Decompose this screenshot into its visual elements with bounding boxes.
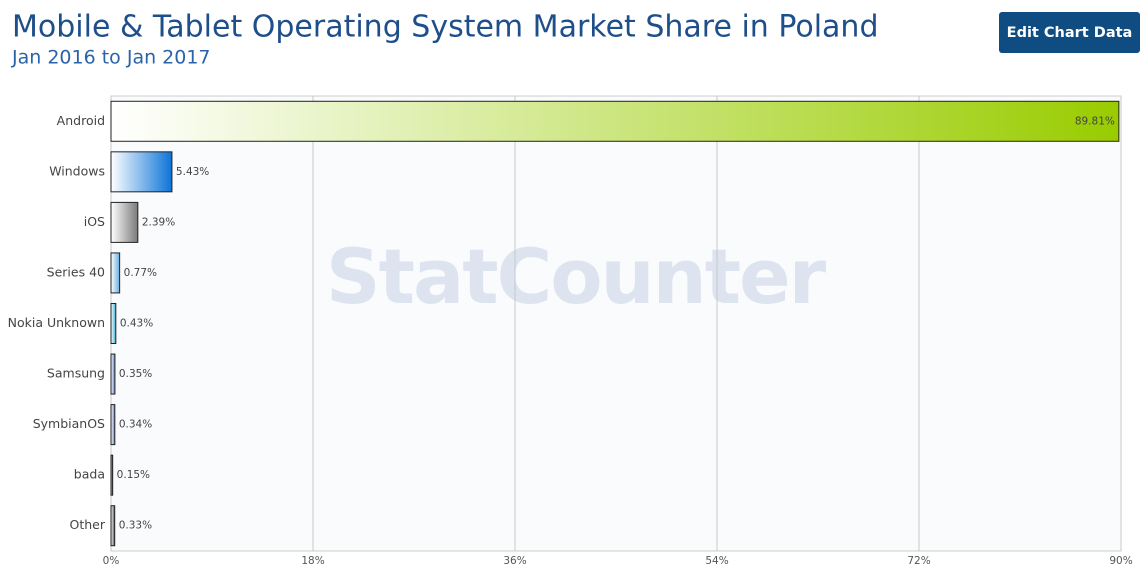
x-tick-label: 0% [103,555,120,567]
y-tick-label: Other [70,517,106,532]
value-label: 0.35% [119,368,152,380]
value-label: 5.43% [176,166,209,178]
value-label: 0.33% [119,520,152,532]
value-label: 2.39% [142,216,175,228]
bar [110,201,139,243]
x-tick-label: 18% [301,555,324,567]
x-tick-label: 72% [907,555,930,567]
y-tick-label: Samsung [47,366,105,381]
value-label: 0.43% [120,318,153,330]
x-tick-label: 54% [705,555,728,567]
value-label: 0.15% [117,469,150,481]
button-label[interactable]: Edit Chart Data [1007,25,1133,41]
y-tick-label: SymbianOS [33,416,105,431]
bar [110,404,116,446]
y-tick-label: Windows [49,163,105,178]
button-bg[interactable] [999,12,1140,53]
plot-area [110,95,1122,552]
value-label: 0.77% [124,267,157,279]
x-tick-label: 90% [1109,555,1132,567]
y-tick-label: Nokia Unknown [8,315,105,330]
y-tick-label: Android [57,113,105,128]
value-label: 89.81% [1075,115,1115,127]
bar [110,151,173,193]
edit-button[interactable]: Edit Chart Data [999,12,1140,53]
bar [110,303,117,344]
bar [110,353,116,395]
y-tick-label: bada [74,467,105,482]
y-tick-label: Series 40 [47,264,105,279]
y-tick-label: iOS [84,214,105,229]
chart-subtitle: Jan 2016 to Jan 2017 [11,47,211,69]
bar [110,505,116,547]
bar [110,100,1120,142]
bar [110,252,121,294]
bar [110,454,114,496]
watermark: StatCounter [326,232,827,321]
x-tick-label: 36% [503,555,526,567]
chart-title: Mobile & Tablet Operating System Market … [12,10,878,45]
value-label: 0.34% [119,419,152,431]
